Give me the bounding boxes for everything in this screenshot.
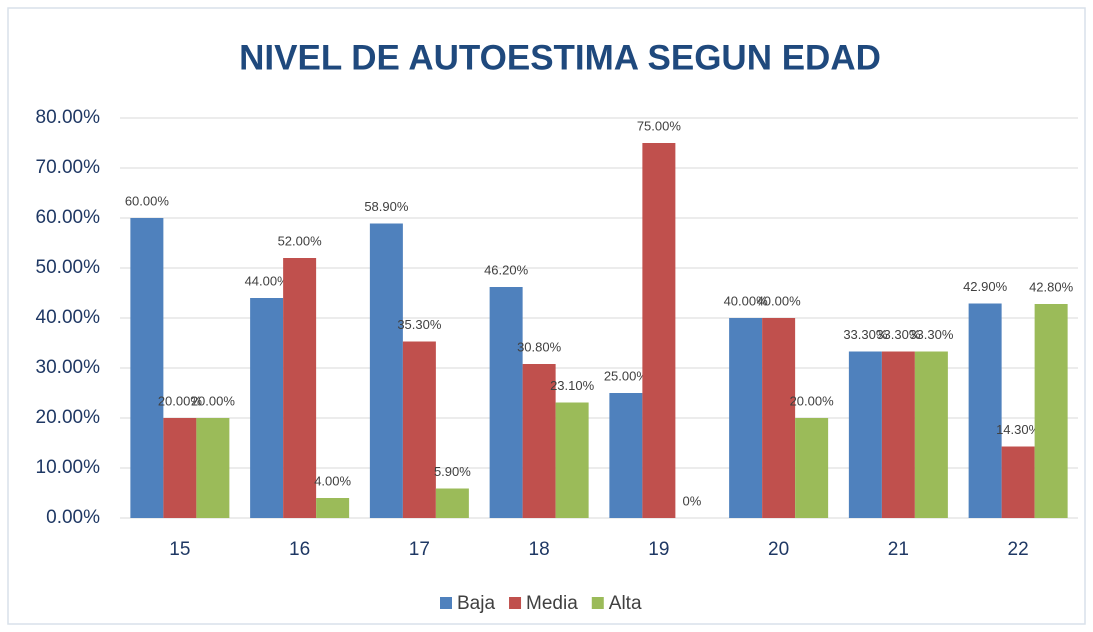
value-label: 5.90% xyxy=(434,464,471,479)
value-label: 30.80% xyxy=(517,339,562,354)
bar xyxy=(283,258,317,518)
y-tick-label: 60.00% xyxy=(36,207,101,228)
legend-swatch xyxy=(440,597,452,609)
bar xyxy=(848,351,882,518)
value-label: 23.10% xyxy=(550,378,595,393)
value-label: 40.00% xyxy=(757,293,802,308)
bar xyxy=(163,418,197,518)
chart-title: NIVEL DE AUTOESTIMA SEGUN EDAD xyxy=(239,38,881,77)
bar xyxy=(968,303,1002,518)
value-label: 20.00% xyxy=(790,393,835,408)
legend-label: Baja xyxy=(457,593,495,614)
value-label: 33.30% xyxy=(909,327,954,342)
value-label: 35.30% xyxy=(397,317,442,332)
bar xyxy=(402,341,436,518)
y-tick-label: 70.00% xyxy=(36,157,101,178)
x-tick-label: 19 xyxy=(648,539,669,560)
bar xyxy=(196,418,230,518)
value-label: 58.90% xyxy=(364,199,409,214)
bar xyxy=(914,351,948,518)
value-label: 42.90% xyxy=(963,279,1008,294)
value-label: 42.80% xyxy=(1029,279,1074,294)
bar xyxy=(729,318,763,518)
bar xyxy=(762,318,796,518)
value-label: 52.00% xyxy=(278,233,323,248)
bar xyxy=(1034,304,1068,518)
x-tick-label: 16 xyxy=(289,539,310,560)
value-label: 75.00% xyxy=(637,118,682,133)
bar xyxy=(881,351,915,518)
x-tick-label: 17 xyxy=(409,539,430,560)
x-tick-label: 20 xyxy=(768,539,789,560)
y-tick-label: 10.00% xyxy=(36,457,101,478)
legend-label: Media xyxy=(526,593,578,614)
bar xyxy=(369,223,403,518)
y-tick-label: 40.00% xyxy=(36,307,101,328)
value-label: 20.00% xyxy=(158,393,203,408)
value-label: 46.20% xyxy=(484,262,529,277)
y-tick-label: 20.00% xyxy=(36,407,101,428)
chart-border xyxy=(7,7,1086,625)
bar xyxy=(250,298,284,518)
value-label: 44.00% xyxy=(245,273,290,288)
x-tick-label: 22 xyxy=(1008,539,1029,560)
x-tick-label: 15 xyxy=(169,539,190,560)
value-label: 33.30% xyxy=(843,327,888,342)
value-label: 20.00% xyxy=(191,393,236,408)
bar xyxy=(795,418,829,518)
bar xyxy=(555,402,589,518)
y-tick-label: 0.00% xyxy=(46,507,100,528)
value-label: 14.30% xyxy=(996,422,1041,437)
bar xyxy=(522,364,556,518)
x-tick-label: 21 xyxy=(888,539,909,560)
bar xyxy=(489,287,523,518)
legend-label: Alta xyxy=(609,593,642,614)
y-tick-label: 50.00% xyxy=(36,257,101,278)
bar xyxy=(609,393,643,518)
bar xyxy=(435,488,469,518)
bar xyxy=(642,143,676,518)
bar xyxy=(316,498,350,518)
y-tick-label: 80.00% xyxy=(36,107,101,128)
value-label: 40.00% xyxy=(724,293,769,308)
legend-swatch xyxy=(509,597,522,609)
bar xyxy=(1001,446,1035,518)
value-label: 25.00% xyxy=(604,368,649,383)
value-label: 4.00% xyxy=(314,473,351,488)
legend-swatch xyxy=(591,597,604,609)
value-label: 0% xyxy=(682,493,701,508)
bar xyxy=(130,218,164,518)
y-tick-label: 30.00% xyxy=(36,357,101,378)
value-label: 33.30% xyxy=(876,327,921,342)
value-label: 60.00% xyxy=(125,193,170,208)
x-tick-label: 18 xyxy=(529,539,550,560)
